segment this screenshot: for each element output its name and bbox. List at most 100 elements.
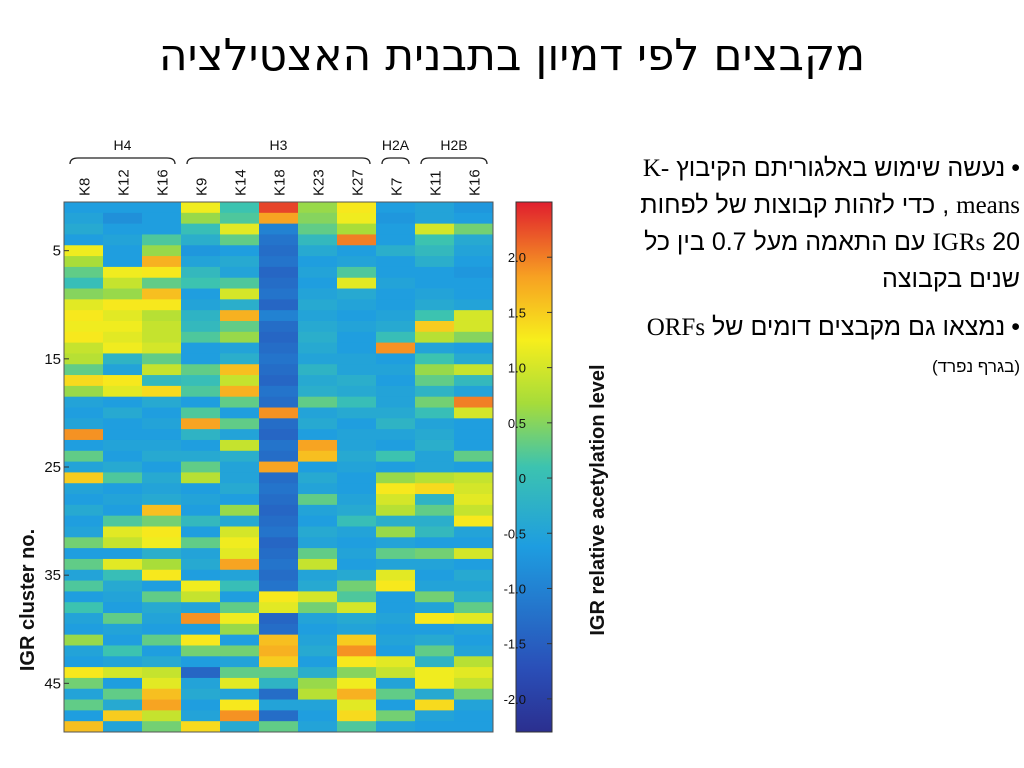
heatmap-cell (259, 483, 299, 495)
heatmap-cell (259, 429, 299, 441)
heatmap-cell (64, 396, 104, 408)
heatmap-cell (298, 710, 338, 722)
heatmap-cell (181, 483, 221, 495)
heatmap-cell (298, 558, 338, 571)
heatmap-cell (415, 277, 455, 289)
group-label: H4 (114, 137, 132, 153)
heatmap-cell (376, 548, 416, 560)
heatmap-cell (103, 277, 143, 289)
heatmap-cell (376, 375, 416, 387)
slide-title: מקבצים לפי דמיון בתבנית האצטילציה (158, 30, 866, 81)
heatmap-cell (454, 461, 494, 473)
group-label: H2A (382, 137, 410, 153)
heatmap-cell (181, 450, 221, 462)
heatmap-cell (298, 407, 338, 419)
colorbar (515, 201, 553, 733)
bullet-kmeans: •נעשה שימוש באלגוריתם הקיבוץ K-means , כ… (610, 150, 1020, 297)
heatmap-cell (298, 450, 338, 462)
heatmap-cell (298, 494, 338, 506)
heatmap-cell (259, 418, 299, 430)
y-tick-label: 5 (53, 243, 61, 260)
heatmap-cell (298, 439, 338, 452)
heatmap-cell (259, 656, 299, 668)
heatmap-cell (220, 504, 260, 517)
heatmap-cell (259, 688, 299, 700)
heatmap-cell (259, 331, 299, 344)
heatmap-cell (181, 245, 221, 257)
heatmap-cell (220, 537, 260, 549)
heatmap-cell (259, 310, 299, 322)
heatmap-cell (181, 407, 221, 419)
heatmap-cell (181, 580, 221, 592)
heatmap-cell (259, 515, 299, 527)
heatmap-cell (220, 634, 260, 646)
heatmap-cell (103, 688, 143, 700)
heatmap-cell (337, 266, 377, 279)
heatmap-cell (376, 645, 416, 657)
y-tick-label: 25 (44, 459, 61, 476)
heatmap-cell (220, 407, 260, 419)
heatmap-cell (337, 353, 377, 365)
heatmap-cell (181, 439, 221, 452)
heatmap-cell (103, 202, 143, 214)
heatmap-cell (103, 558, 143, 571)
heatmap-cell (415, 613, 455, 625)
heatmap-cell (337, 645, 377, 657)
heatmap-cell (64, 515, 104, 527)
heatmap-cell (376, 418, 416, 430)
heatmap-cell (64, 548, 104, 560)
heatmap-cell (376, 526, 416, 538)
heatmap-cell (259, 256, 299, 268)
heatmap-cell (181, 667, 221, 679)
heatmap-cell (376, 202, 416, 214)
heatmap-cell (454, 331, 494, 344)
heatmap-cell (259, 623, 299, 636)
heatmap-cell (415, 256, 455, 268)
heatmap-cell (259, 342, 299, 354)
heatmap-cell (181, 645, 221, 657)
heatmap-cell (415, 353, 455, 365)
heatmap-cell (454, 494, 494, 506)
heatmap-cell (337, 299, 377, 311)
heatmap-cell (142, 212, 182, 225)
heatmap-cell (181, 688, 221, 700)
heatmap-cell (454, 602, 494, 614)
heatmap-cell (337, 277, 377, 289)
heatmap-cell (181, 418, 221, 430)
heatmap-cell (220, 364, 260, 376)
heatmap-cell (142, 515, 182, 527)
heatmap-cell (454, 353, 494, 365)
heatmap-cell (415, 375, 455, 387)
heatmap-cell (454, 299, 494, 311)
heatmap-cell (220, 526, 260, 538)
heatmap-cell (103, 256, 143, 268)
heatmap-cell (415, 245, 455, 257)
heatmap-cell (103, 234, 143, 246)
heatmap-cell (64, 331, 104, 344)
heatmap-cell (259, 591, 299, 603)
heatmap-cell (142, 342, 182, 354)
heatmap-cell (454, 277, 494, 289)
heatmap-cell (64, 266, 104, 279)
y-tick-label: 15 (44, 351, 61, 368)
heatmap-cell (103, 439, 143, 452)
heatmap-cell (337, 526, 377, 538)
heatmap-cell (142, 699, 182, 711)
heatmap-cell (415, 602, 455, 614)
heatmap-cell (454, 385, 494, 398)
heatmap-cell (298, 418, 338, 430)
heatmap-cell (415, 385, 455, 398)
heatmap-cell (259, 537, 299, 549)
heatmap-cell (181, 375, 221, 387)
heatmap-cell (415, 656, 455, 668)
heatmap-cell (259, 439, 299, 452)
heatmap-cell (376, 342, 416, 354)
heatmap-cell (64, 623, 104, 636)
heatmap-cell (220, 234, 260, 246)
heatmap-cell (376, 385, 416, 398)
heatmap-cell (181, 429, 221, 441)
heatmap-cell (220, 515, 260, 527)
heatmap-cell (142, 526, 182, 538)
heatmap-cell (181, 699, 221, 711)
heatmap-cell (259, 526, 299, 538)
